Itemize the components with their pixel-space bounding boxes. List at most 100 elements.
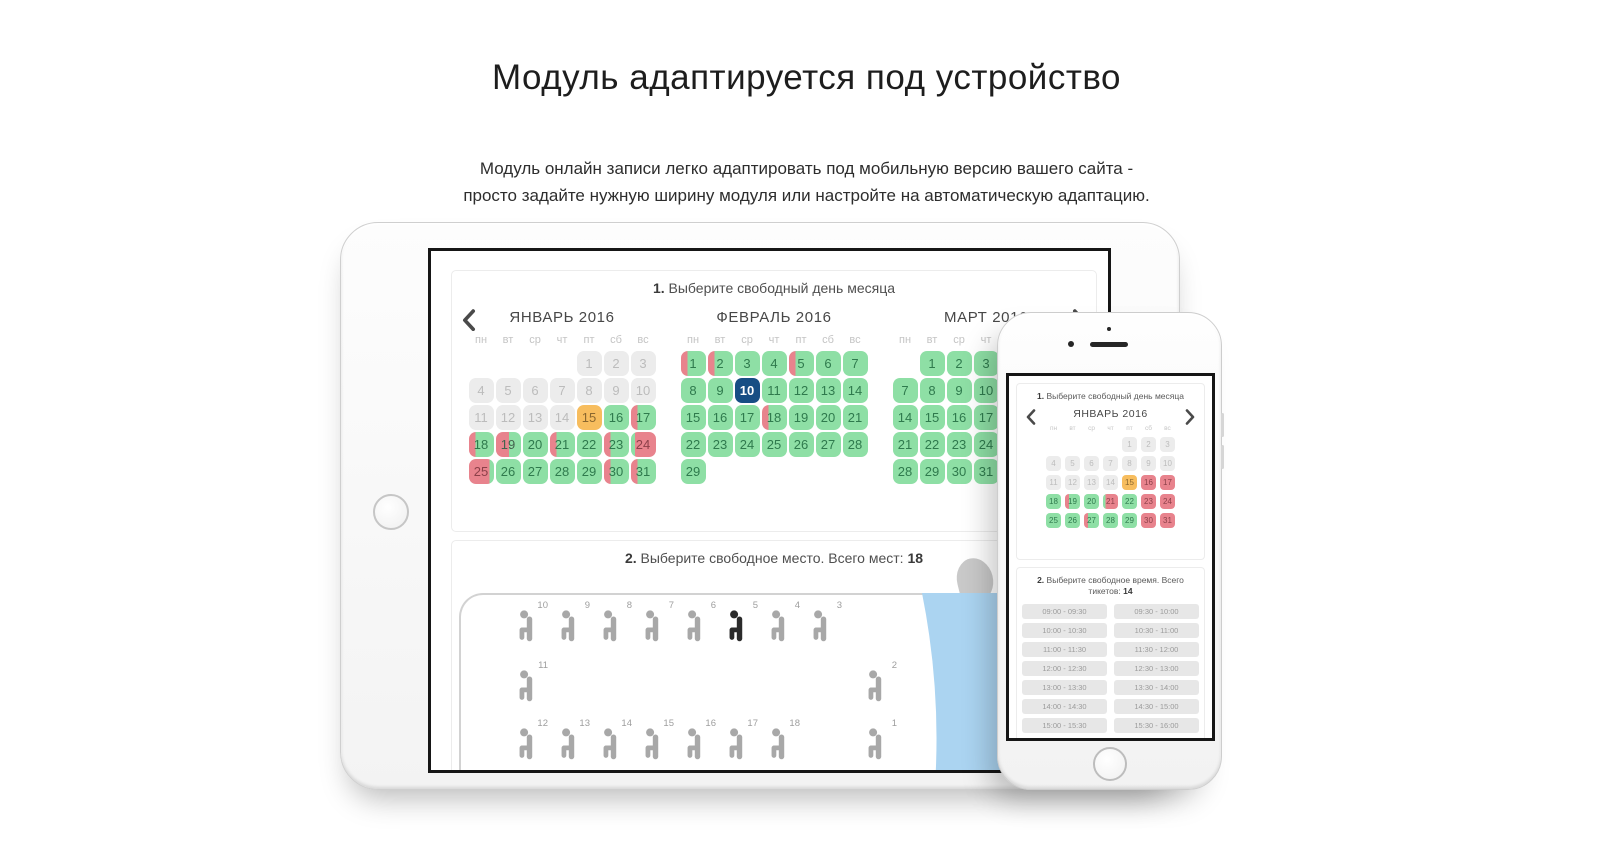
day-cell[interactable]: 2 [946, 351, 972, 376]
seat[interactable]: 15 [641, 718, 674, 761]
day-cell[interactable]: 24 [973, 432, 999, 457]
day-cell[interactable]: 24 [734, 432, 760, 457]
day-cell[interactable]: 4 [761, 351, 787, 376]
day-cell[interactable]: 27 [522, 459, 548, 484]
day-cell[interactable]: 10 [973, 378, 999, 403]
day-cell[interactable]: 16 [603, 405, 629, 430]
day-cell[interactable]: 11 [761, 378, 787, 403]
day-cell[interactable]: 17 [734, 405, 760, 430]
time-slot-button[interactable]: 15:30 - 16:00 [1114, 717, 1199, 733]
day-cell[interactable]: 21 [1103, 494, 1118, 510]
day-cell[interactable]: 20 [522, 432, 548, 457]
day-cell[interactable]: 21 [892, 432, 918, 457]
seat[interactable]: 13 [557, 718, 590, 761]
day-cell[interactable]: 17 [630, 405, 656, 430]
seat[interactable]: 12 [515, 718, 548, 761]
day-cell[interactable]: 15 [576, 405, 602, 430]
day-cell[interactable]: 27 [815, 432, 841, 457]
day-cell[interactable]: 9 [707, 378, 733, 403]
day-cell[interactable]: 16 [707, 405, 733, 430]
day-cell[interactable]: 14 [892, 405, 918, 430]
seat[interactable]: 16 [683, 718, 716, 761]
day-cell[interactable]: 31 [973, 459, 999, 484]
day-cell[interactable]: 9 [946, 378, 972, 403]
day-cell[interactable]: 15 [919, 405, 945, 430]
day-cell[interactable]: 19 [495, 432, 521, 457]
day-cell[interactable]: 28 [892, 459, 918, 484]
time-slot-button[interactable]: 11:00 - 11:30 [1022, 641, 1107, 657]
seat[interactable]: 11 [515, 660, 548, 703]
ipad-home-button[interactable] [373, 494, 409, 530]
day-cell-selected[interactable]: 10 [734, 378, 760, 403]
seat[interactable]: 17 [725, 718, 758, 761]
day-cell[interactable]: 15 [680, 405, 706, 430]
day-cell[interactable]: 2 [707, 351, 733, 376]
seat[interactable]: 8 [599, 600, 632, 643]
time-slot-button[interactable]: 14:00 - 14:30 [1022, 698, 1107, 714]
day-cell[interactable]: 3 [973, 351, 999, 376]
day-cell[interactable]: 17 [973, 405, 999, 430]
day-cell[interactable]: 29 [576, 459, 602, 484]
day-cell[interactable]: 20 [1084, 494, 1099, 510]
volume-up-button[interactable] [1221, 413, 1224, 437]
day-cell[interactable]: 16 [1141, 475, 1156, 491]
seat[interactable]: 18 [767, 718, 800, 761]
time-slot-button[interactable]: 10:30 - 11:00 [1114, 622, 1199, 638]
day-cell[interactable]: 13 [815, 378, 841, 403]
day-cell[interactable]: 21 [842, 405, 868, 430]
day-cell[interactable]: 30 [946, 459, 972, 484]
day-cell[interactable]: 19 [1065, 494, 1080, 510]
volume-down-button[interactable] [1221, 445, 1224, 469]
day-cell[interactable]: 8 [919, 378, 945, 403]
day-cell[interactable]: 24 [630, 432, 656, 457]
day-cell[interactable]: 14 [842, 378, 868, 403]
day-cell[interactable]: 18 [468, 432, 494, 457]
day-cell[interactable]: 22 [576, 432, 602, 457]
seat[interactable]: 7 [641, 600, 674, 643]
time-slot-button[interactable]: 13:30 - 14:00 [1114, 679, 1199, 695]
day-cell[interactable]: 26 [1065, 513, 1080, 529]
time-slot-button[interactable]: 14:30 - 15:00 [1114, 698, 1199, 714]
day-cell[interactable]: 22 [680, 432, 706, 457]
seat[interactable]: 2 [864, 660, 897, 703]
prev-month-button[interactable] [1026, 409, 1036, 425]
seat-selected[interactable]: 5 [725, 600, 758, 643]
day-cell[interactable]: 29 [919, 459, 945, 484]
day-cell[interactable]: 8 [680, 378, 706, 403]
time-slot-button[interactable]: 09:00 - 09:30 [1022, 603, 1107, 619]
seat[interactable]: 4 [767, 600, 800, 643]
seat[interactable]: 14 [599, 718, 632, 761]
day-cell[interactable]: 7 [892, 378, 918, 403]
day-cell[interactable]: 3 [734, 351, 760, 376]
day-cell[interactable]: 23 [946, 432, 972, 457]
day-cell[interactable]: 31 [630, 459, 656, 484]
time-slot-button[interactable]: 10:00 - 10:30 [1022, 622, 1107, 638]
time-slot-button[interactable]: 11:30 - 12:00 [1114, 641, 1199, 657]
day-cell[interactable]: 20 [815, 405, 841, 430]
day-cell[interactable]: 19 [788, 405, 814, 430]
day-cell[interactable]: 16 [946, 405, 972, 430]
day-cell[interactable]: 23 [707, 432, 733, 457]
day-cell[interactable]: 22 [919, 432, 945, 457]
day-cell[interactable]: 12 [788, 378, 814, 403]
seat[interactable]: 9 [557, 600, 590, 643]
time-slot-button[interactable]: 12:30 - 13:00 [1114, 660, 1199, 676]
day-cell[interactable]: 28 [842, 432, 868, 457]
day-cell[interactable]: 29 [680, 459, 706, 484]
day-cell[interactable]: 25 [761, 432, 787, 457]
seat[interactable]: 6 [683, 600, 716, 643]
day-cell[interactable]: 6 [815, 351, 841, 376]
next-month-button[interactable] [1185, 409, 1195, 425]
day-cell[interactable]: 18 [1046, 494, 1061, 510]
day-cell[interactable]: 15 [1122, 475, 1137, 491]
day-cell[interactable]: 5 [788, 351, 814, 376]
day-cell[interactable]: 25 [1046, 513, 1061, 529]
seat[interactable]: 1 [864, 718, 897, 761]
day-cell[interactable]: 17 [1160, 475, 1175, 491]
day-cell[interactable]: 23 [603, 432, 629, 457]
seat[interactable]: 3 [809, 600, 842, 643]
day-cell[interactable]: 31 [1160, 513, 1175, 529]
day-cell[interactable]: 28 [549, 459, 575, 484]
time-slot-button[interactable]: 09:30 - 10:00 [1114, 603, 1199, 619]
day-cell[interactable]: 27 [1084, 513, 1099, 529]
